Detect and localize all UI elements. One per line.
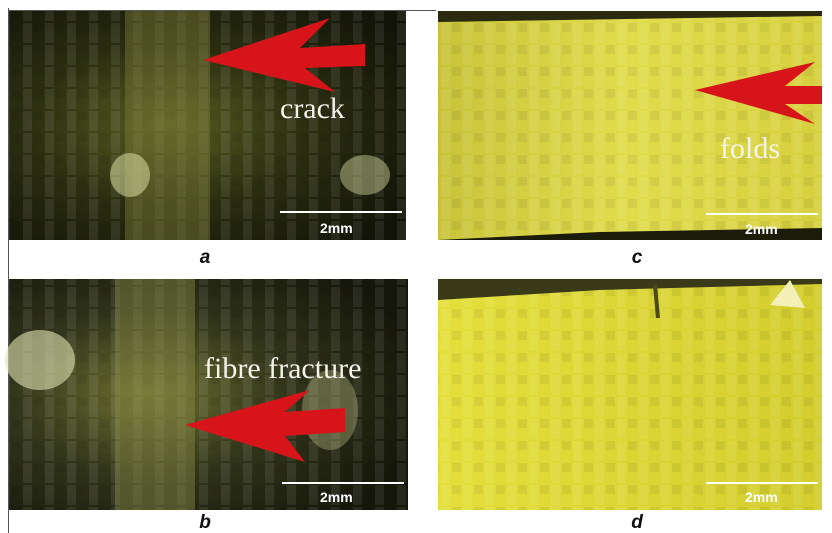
panel-label: b: [199, 512, 211, 533]
scale-label: 2mm: [745, 221, 778, 237]
panel-c: folds 2mm: [438, 11, 822, 240]
annotation: folds: [720, 132, 780, 165]
panel-label: a: [200, 247, 211, 268]
figure: crack 2mm a folds 2mm c fibre fracture 2…: [0, 0, 832, 533]
scale-label: 2mm: [745, 489, 778, 505]
scale-label: 2mm: [320, 489, 353, 505]
panel-label: c: [632, 247, 643, 268]
panel-d: 2mm: [438, 279, 822, 510]
annotation: fibre fracture: [204, 352, 361, 385]
scale-label: 2mm: [320, 220, 353, 236]
panel-b: fibre fracture 2mm: [5, 279, 408, 510]
panel-label: d: [631, 512, 643, 533]
annotation: crack: [280, 92, 345, 125]
panel-a: crack 2mm: [9, 11, 406, 240]
